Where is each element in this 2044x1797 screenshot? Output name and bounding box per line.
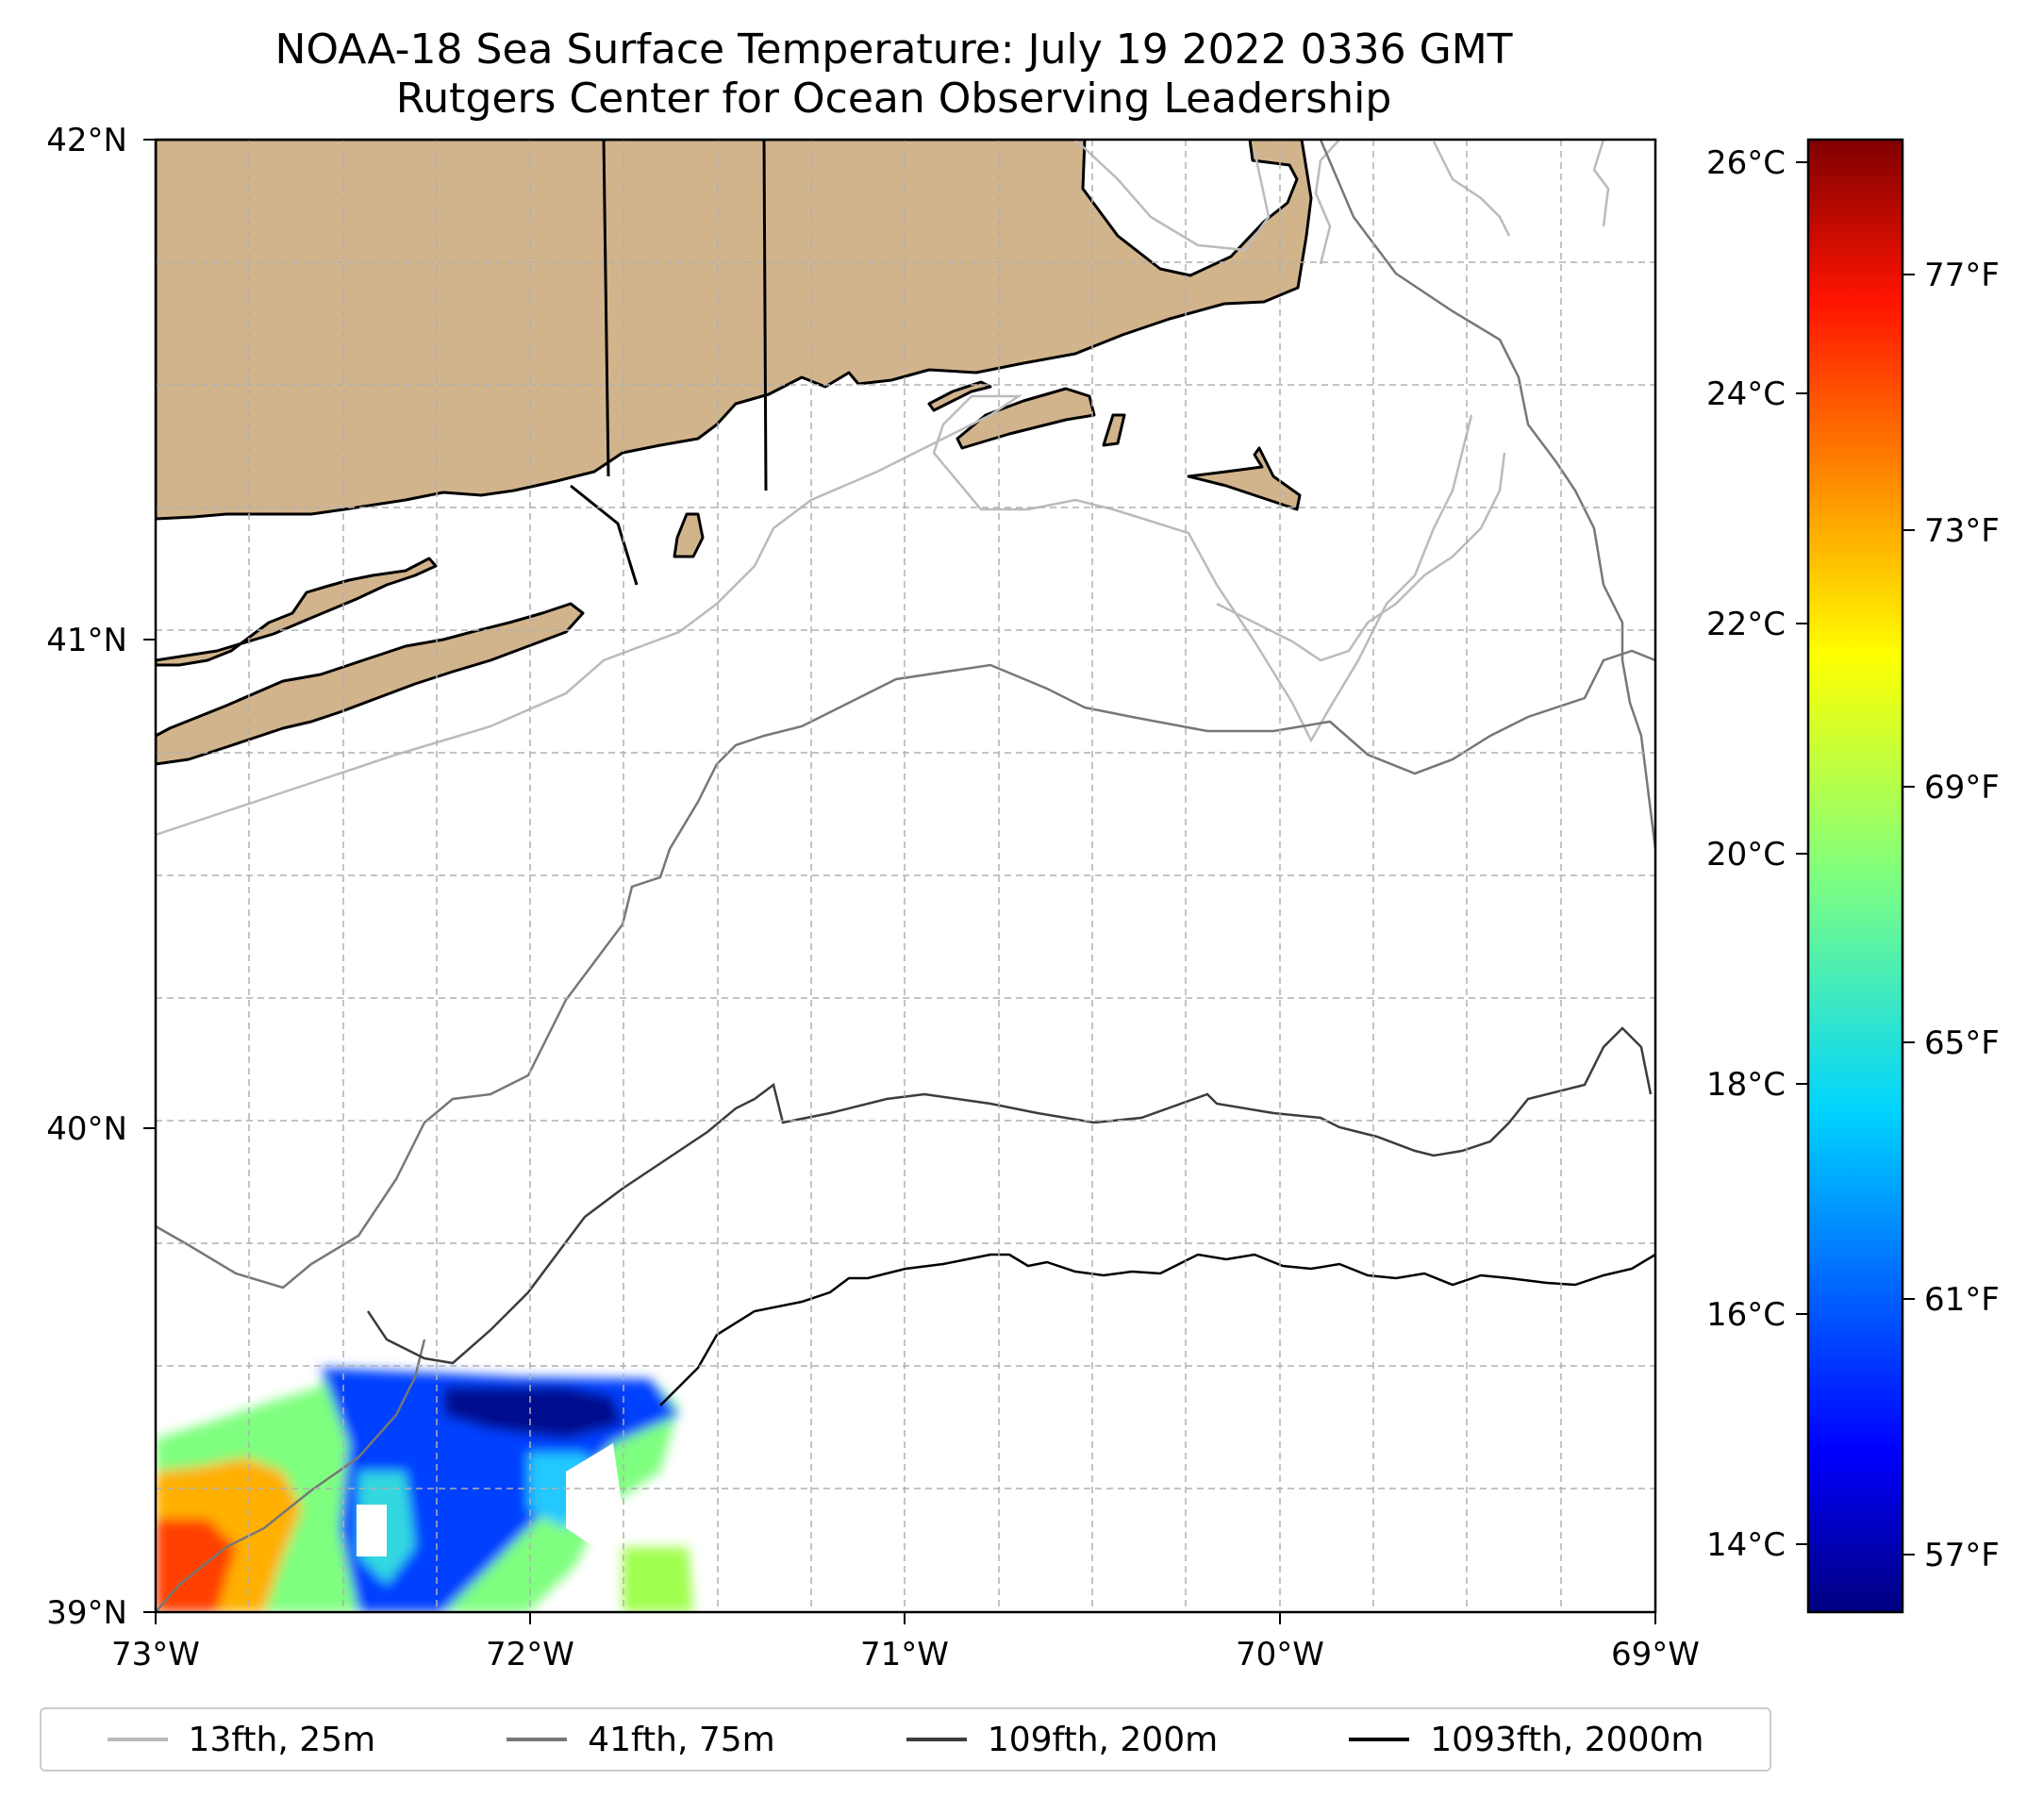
celsius-tick: 14°C xyxy=(1706,1526,1786,1564)
lon-label-71: 71°W xyxy=(860,1636,949,1673)
celsius-tick: 24°C xyxy=(1706,375,1786,413)
celsius-tick: 26°C xyxy=(1706,144,1786,182)
legend-item-75m: 41fth, 75m xyxy=(507,1721,775,1759)
celsius-tick: 18°C xyxy=(1706,1066,1786,1104)
fahrenheit-tick: 73°F xyxy=(1924,512,2000,550)
fahrenheit-tick: 61°F xyxy=(1924,1281,2000,1319)
legend-item-200m: 109fth, 200m xyxy=(906,1721,1218,1759)
lat-label-40: 40°N xyxy=(46,1110,127,1148)
legend-swatch xyxy=(906,1738,967,1741)
celsius-ticks: 26°C 24°C 22°C 20°C 18°C 16°C 14°C xyxy=(1706,144,1786,1564)
legend-item-2000m: 1093fth, 2000m xyxy=(1349,1721,1703,1759)
celsius-tick: 20°C xyxy=(1706,836,1786,874)
fahrenheit-tick: 57°F xyxy=(1924,1537,2000,1574)
legend-label: 109fth, 200m xyxy=(988,1721,1218,1759)
legend-label: 13fth, 25m xyxy=(189,1721,376,1759)
legend-swatch xyxy=(1349,1738,1409,1741)
lat-label-41: 41°N xyxy=(46,622,127,659)
legend-label: 41fth, 75m xyxy=(588,1721,775,1759)
legend-swatch xyxy=(108,1738,168,1741)
fahrenheit-ticks: 77°F 73°F 69°F 65°F 61°F 57°F xyxy=(1924,257,2000,1574)
fahrenheit-tick: 69°F xyxy=(1924,769,2000,807)
legend-swatch xyxy=(507,1738,567,1741)
colorbar: 26°C 24°C 22°C 20°C 18°C 16°C 14°C 77°F … xyxy=(1706,140,2000,1612)
longitude-labels: 73°W 72°W 71°W 70°W 69°W xyxy=(111,1636,1700,1673)
celsius-tick: 16°C xyxy=(1706,1296,1786,1334)
map-panel xyxy=(156,140,1655,1612)
lon-label-73: 73°W xyxy=(111,1636,200,1673)
colorbar-bar xyxy=(1808,140,1903,1612)
lat-label-42: 42°N xyxy=(46,122,127,159)
depth-contour-legend: 13fth, 25m 41fth, 75m 109fth, 200m 1093f… xyxy=(40,1707,1771,1772)
fahrenheit-tick: 77°F xyxy=(1924,257,2000,294)
latitude-labels: 42°N 41°N 40°N 39°N xyxy=(46,122,127,1632)
lon-label-69: 69°W xyxy=(1611,1636,1700,1673)
fahrenheit-tick: 65°F xyxy=(1924,1024,2000,1062)
celsius-tick: 22°C xyxy=(1706,606,1786,643)
lat-label-39: 39°N xyxy=(46,1594,127,1632)
legend-label: 1093fth, 2000m xyxy=(1430,1721,1703,1759)
lon-label-72: 72°W xyxy=(486,1636,574,1673)
lon-label-70: 70°W xyxy=(1236,1636,1324,1673)
legend-item-25m: 13fth, 25m xyxy=(108,1721,376,1759)
